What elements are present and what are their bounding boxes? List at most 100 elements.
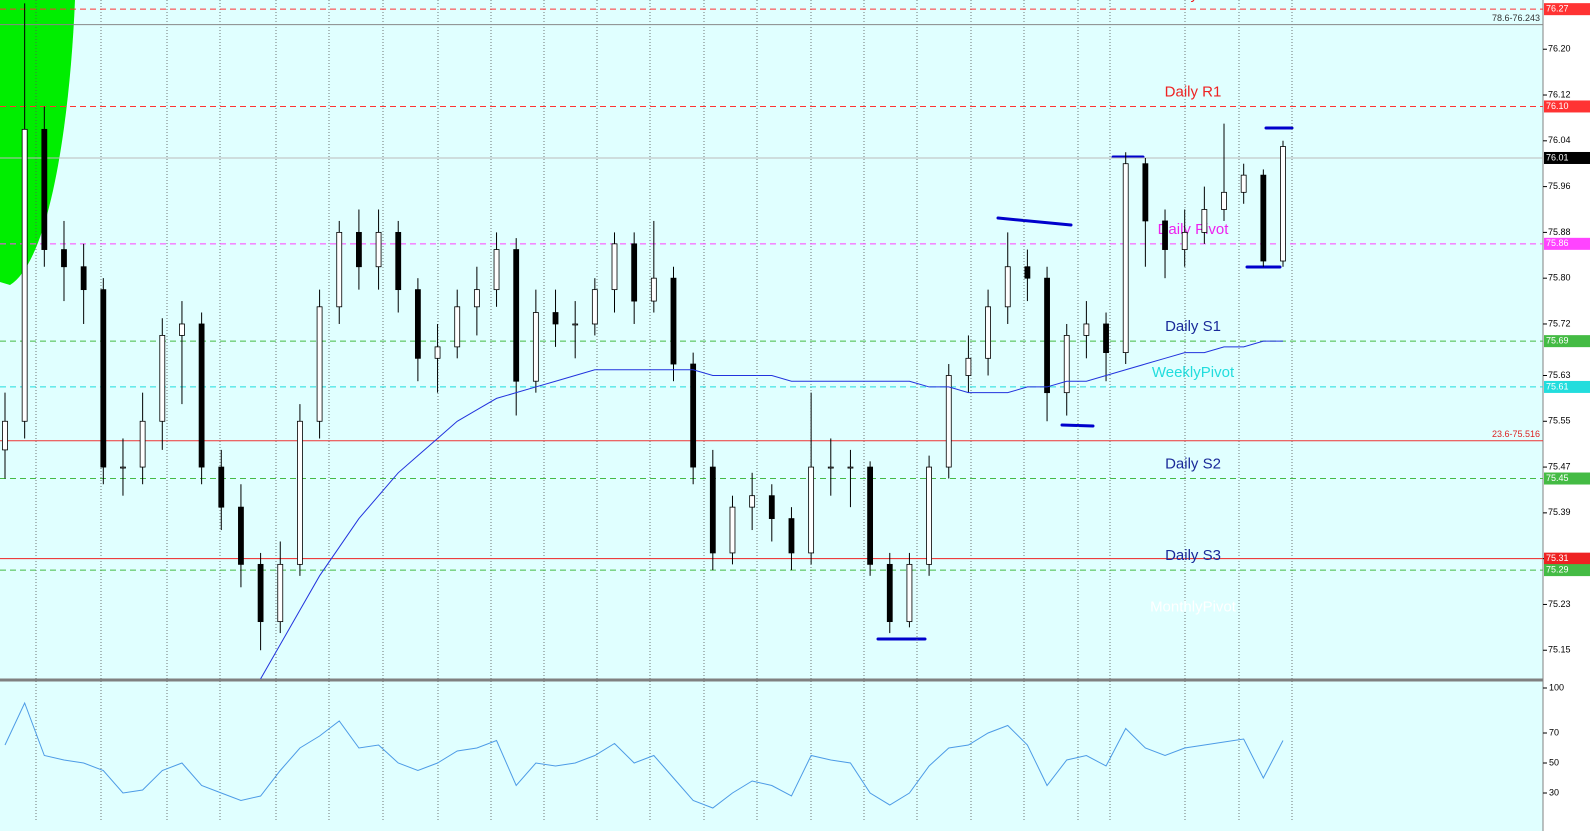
- price-box: [1544, 237, 1590, 250]
- candle-body: [572, 323, 579, 326]
- candle-body: [434, 346, 441, 359]
- price-box-label: 76.01: [1546, 152, 1569, 162]
- price-box: [1544, 335, 1590, 348]
- candle-body: [1280, 146, 1286, 262]
- candle-body: [1122, 163, 1129, 353]
- candle-body: [611, 243, 618, 291]
- candle-body: [513, 249, 520, 382]
- candle-body: [945, 375, 952, 468]
- y-tick-label: 76.04: [1548, 135, 1571, 145]
- y-tick-label: 75.63: [1548, 370, 1571, 380]
- y-tick-label: 30: [1549, 787, 1559, 797]
- candle-body: [552, 312, 559, 325]
- price-box: [1544, 380, 1590, 393]
- annotation-line: [1060, 423, 1095, 428]
- candle-body: [1044, 277, 1050, 394]
- candle-body: [1004, 266, 1011, 308]
- annotation-line: [996, 216, 1073, 227]
- candle-body: [395, 231, 402, 291]
- candle-body: [1063, 335, 1070, 394]
- candle-body: [1083, 323, 1090, 336]
- candle-body: [375, 231, 382, 268]
- plot-background: [0, 0, 1543, 831]
- candle-body: [454, 306, 461, 348]
- candle-body: [1181, 231, 1188, 250]
- level-label: WeeklyPivot: [1152, 364, 1235, 381]
- price-box-label: 76.10: [1546, 101, 1569, 111]
- candle-body: [198, 323, 205, 468]
- price-box: [1544, 564, 1590, 577]
- candle-body: [985, 306, 991, 359]
- rsi-line: [4, 701, 1284, 809]
- candle-body: [139, 420, 146, 468]
- moving-average: [260, 340, 1283, 680]
- candle-body: [336, 231, 343, 308]
- candle-body: [788, 518, 795, 554]
- price-box-label: 75.31: [1546, 553, 1569, 563]
- candle-body: [1024, 266, 1031, 279]
- candle-body: [179, 323, 185, 336]
- level-label: Daily S2: [1165, 455, 1221, 472]
- candle-body: [218, 466, 225, 508]
- candle-body: [2, 420, 8, 451]
- candle-body: [297, 420, 303, 565]
- level-label: Daily R2: [1165, 0, 1222, 3]
- level-label: Daily S1: [1165, 318, 1221, 335]
- candle-body: [277, 563, 284, 623]
- price-box: [1544, 3, 1590, 16]
- candle-body: [867, 466, 874, 565]
- level-label: Daily R1: [1165, 83, 1222, 100]
- candle-body: [80, 266, 87, 291]
- y-tick-label: 75.55: [1548, 416, 1571, 426]
- candle-body: [41, 128, 48, 250]
- candle-body: [120, 466, 126, 469]
- y-tick-label: 70: [1549, 727, 1559, 737]
- y-tick-label: 76.20: [1548, 44, 1571, 54]
- candle-body: [532, 312, 539, 382]
- candle-body: [159, 335, 166, 422]
- y-tick-label: 75.23: [1548, 599, 1571, 609]
- candle-body: [650, 277, 657, 302]
- candle-body: [827, 466, 834, 469]
- price-box: [1544, 100, 1590, 113]
- candle-body: [1162, 220, 1168, 250]
- candle-body: [493, 249, 500, 291]
- y-tick-label: 75.47: [1548, 461, 1571, 471]
- y-tick-label: 50: [1549, 757, 1559, 767]
- y-tick-label: 75.72: [1548, 318, 1571, 328]
- y-tick-label: 75.39: [1548, 507, 1571, 517]
- candle-body: [670, 277, 677, 365]
- price-box-label: 75.69: [1546, 336, 1569, 346]
- candle-body: [238, 506, 244, 565]
- candle-body: [257, 563, 264, 623]
- y-tick-label: 75.15: [1548, 645, 1571, 655]
- price-box-label: 76.27: [1546, 4, 1569, 14]
- level-label: Daily Pivot: [1158, 221, 1230, 238]
- candle-body: [631, 243, 638, 302]
- price-box-label: 75.45: [1546, 473, 1569, 483]
- level-label: 23.6-75.516: [1492, 429, 1540, 439]
- candle-body: [316, 306, 323, 422]
- y-tick-label: 75.88: [1548, 227, 1571, 237]
- y-tick-label: 76.12: [1548, 89, 1571, 99]
- candle-body: [100, 289, 107, 468]
- candle-body: [473, 289, 480, 308]
- sentiment-shape: [0, 0, 75, 285]
- candle-body: [1103, 323, 1109, 353]
- y-tick-label: 75.96: [1548, 181, 1571, 191]
- candle-body: [1142, 163, 1149, 222]
- price-box-label: 75.29: [1546, 564, 1569, 574]
- price-box: [1544, 472, 1590, 485]
- level-label: MonthlyPivot: [1150, 599, 1237, 616]
- candle-body: [690, 363, 697, 468]
- price-box-label: 75.86: [1546, 238, 1569, 248]
- candle-body: [1201, 209, 1208, 233]
- candle-body: [414, 289, 421, 359]
- candle-body: [906, 563, 913, 623]
- candle-body: [709, 466, 716, 554]
- price-box-label: 75.61: [1546, 381, 1569, 391]
- candle-body: [61, 249, 67, 268]
- candle-body: [729, 506, 736, 554]
